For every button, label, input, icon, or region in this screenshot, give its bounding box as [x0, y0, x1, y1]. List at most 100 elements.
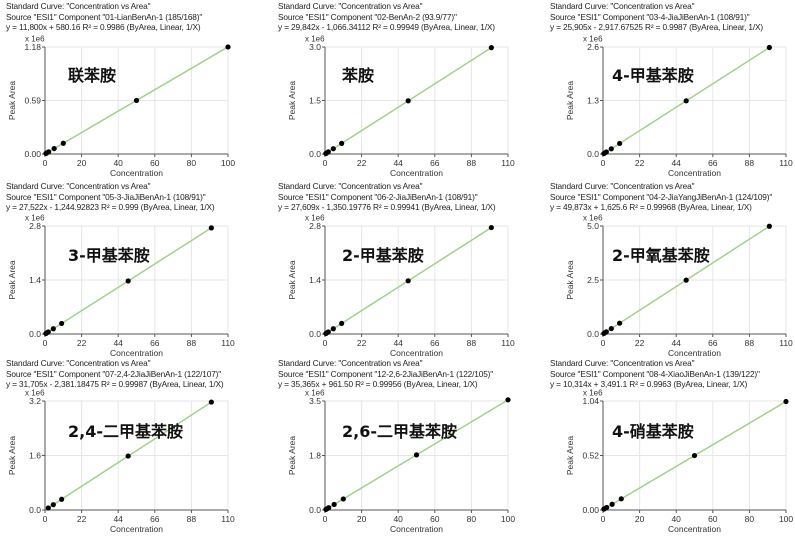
data-point	[683, 277, 689, 283]
data-point	[125, 453, 131, 459]
y-unit-label: x 1e6	[305, 35, 325, 44]
chart-header: Standard Curve: "Concentration vs Area" S…	[550, 358, 760, 390]
y-axis-label: Peak Area	[565, 260, 575, 299]
x-tick-label: 20	[77, 158, 87, 168]
x-axis-label: Concentration	[668, 524, 721, 534]
x-tick-label: 80	[745, 514, 755, 524]
compound-label: 苯胺	[342, 66, 375, 85]
x-tick-label: 60	[150, 158, 160, 168]
y-unit-label: x 1e6	[583, 389, 603, 398]
x-tick-label: 0	[323, 338, 328, 348]
compound-label: 4-硝基苯胺	[612, 422, 694, 441]
chart-source: Source "ESI1" Component "05-3-JiaJiBenAn…	[6, 191, 206, 202]
x-tick-label: 66	[150, 514, 160, 524]
data-point	[45, 505, 51, 511]
x-tick-label: 0	[601, 158, 606, 168]
x-tick-label: 22	[357, 158, 367, 168]
chart-header: Standard Curve: "Concentration vs Area" S…	[278, 181, 496, 213]
chart-title: Standard Curve: "Concentration vs Area"	[550, 181, 695, 191]
x-tick-label: 80	[187, 158, 197, 168]
calibration-chart: Standard Curve: "Concentration vs Area" S…	[270, 180, 535, 360]
x-tick-label: 88	[467, 158, 477, 168]
x-tick-label: 44	[393, 338, 403, 348]
x-tick-label: 44	[113, 514, 123, 524]
y-tick-label: 0.00	[24, 149, 41, 159]
x-axis-label: Concentration	[390, 348, 443, 358]
x-tick-label: 22	[357, 338, 367, 348]
x-tick-label: 22	[635, 338, 645, 348]
x-tick-label: 44	[113, 338, 123, 348]
data-point	[603, 149, 609, 155]
y-tick-label: 2.6	[587, 42, 599, 52]
chart-source: Source "ESI1" Component "02-BenAn-2 (93.…	[278, 11, 457, 22]
data-point	[608, 325, 614, 332]
chart-source: Source "ESI1" Component "03-4-JiaJiBenAn…	[550, 11, 750, 22]
x-tick-label: 66	[430, 158, 440, 168]
chart-title: Standard Curve: "Concentration vs Area"	[278, 1, 423, 11]
x-tick-label: 60	[430, 514, 440, 524]
data-point	[505, 397, 511, 403]
data-point	[330, 146, 336, 152]
y-tick-label: 1.3	[587, 96, 599, 106]
x-tick-label: 110	[779, 158, 793, 168]
x-tick-label: 100	[779, 514, 793, 524]
chart-equation: y = 27,609x - 1,350.19776 R² = 0.99941 (…	[278, 202, 496, 212]
compound-label: 2,4-二甲基苯胺	[68, 422, 183, 441]
data-point	[617, 320, 623, 326]
x-tick-label: 60	[708, 514, 718, 524]
y-tick-label: 2.5	[587, 275, 599, 285]
y-unit-label: x 1e6	[25, 389, 45, 398]
y-tick-label: 0.0	[29, 329, 41, 339]
x-tick-label: 88	[745, 158, 755, 168]
y-tick-label: 1.4	[29, 275, 41, 285]
data-point	[339, 320, 345, 327]
x-tick-label: 110	[501, 338, 515, 348]
chart-equation: y = 11,800x + 580.16 R² = 0.9986 (ByArea…	[6, 22, 201, 32]
data-point	[691, 452, 698, 459]
x-axis-label: Concentration	[390, 168, 443, 178]
x-tick-label: 110	[221, 338, 235, 348]
data-point	[783, 398, 789, 405]
data-point	[405, 278, 411, 284]
data-point	[125, 278, 131, 284]
x-tick-label: 0	[323, 514, 328, 524]
x-tick-label: 110	[779, 338, 793, 348]
chart-equation: y = 10,314x + 3,491.1 R² = 0.9963 (ByAre…	[550, 379, 748, 389]
compound-label: 2-甲基苯胺	[342, 246, 424, 265]
y-axis-label: Peak Area	[7, 260, 17, 299]
compound-label: 2-甲氧基苯胺	[612, 246, 710, 265]
data-point	[45, 329, 51, 335]
data-point	[488, 224, 494, 231]
calibration-chart: Standard Curve: "Concentration vs Area" S…	[530, 180, 795, 360]
y-tick-label: 0.0	[29, 505, 41, 515]
x-tick-label: 100	[501, 514, 515, 524]
chart-title: Standard Curve: "Concentration vs Area"	[278, 181, 423, 191]
data-point	[50, 502, 56, 508]
x-axis-label: Concentration	[110, 348, 163, 358]
data-point	[603, 329, 609, 335]
y-axis-label: Peak Area	[287, 81, 297, 120]
data-point	[59, 320, 65, 327]
x-tick-label: 40	[113, 158, 123, 168]
y-tick-label: 0.0	[309, 329, 321, 339]
y-tick-label: 0.0	[309, 149, 321, 159]
chart-header: Standard Curve: "Concentration vs Area" S…	[6, 358, 224, 390]
y-unit-label: x 1e6	[583, 214, 603, 223]
y-axis-label: Peak Area	[7, 436, 17, 475]
chart-source: Source "ESI1" Component "04-2-JiaYangJiB…	[550, 191, 773, 202]
x-tick-label: 0	[43, 338, 48, 348]
chart-title: Standard Curve: "Concentration vs Area"	[6, 1, 151, 11]
chart-equation: y = 25,905x - 2,917.67525 R² = 0.9987 (B…	[550, 22, 764, 32]
x-tick-label: 22	[635, 158, 645, 168]
chart-title: Standard Curve: "Concentration vs Area"	[278, 358, 423, 368]
data-point	[50, 326, 56, 332]
chart-title: Standard Curve: "Concentration vs Area"	[550, 358, 695, 368]
x-tick-label: 0	[601, 338, 606, 348]
y-tick-label: 1.6	[29, 451, 41, 461]
calibration-chart: Standard Curve: "Concentration vs Area" S…	[270, 358, 535, 539]
data-point	[46, 149, 52, 155]
data-point	[413, 452, 420, 458]
x-tick-label: 66	[150, 338, 160, 348]
chart-header: Standard Curve: "Concentration vs Area" S…	[550, 1, 763, 33]
data-point	[51, 145, 57, 152]
